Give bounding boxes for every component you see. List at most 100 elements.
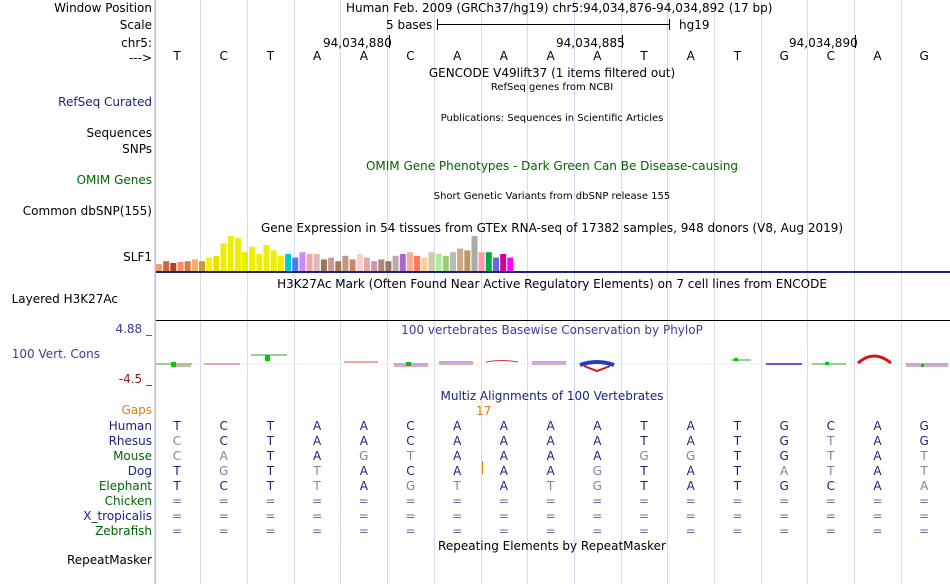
grid-line <box>574 0 575 584</box>
assembly-label: hg19 <box>679 18 710 32</box>
dog-gap-marker <box>482 461 483 474</box>
alignment-base: C <box>172 449 182 463</box>
alignment-base: = <box>405 524 416 538</box>
h3k27-label[interactable]: Layered H3K27Ac <box>11 292 118 306</box>
scale-label: Scale <box>119 18 152 32</box>
refseq-label[interactable]: RefSeq Curated <box>58 95 152 109</box>
alignment-base: = <box>358 509 369 523</box>
window-position-label: Window Position <box>54 1 152 15</box>
gtex-bar <box>270 250 277 272</box>
alignment-base: A <box>593 434 602 448</box>
alignment-base: = <box>732 524 743 538</box>
base: A <box>686 49 695 63</box>
alignment-base: C <box>826 419 835 433</box>
gtex-bar <box>263 245 270 272</box>
grid-line <box>154 0 155 584</box>
alignment-base: C <box>172 434 182 448</box>
gtex-bar <box>220 243 227 272</box>
alignment-base: A <box>453 464 462 478</box>
alignment-base: T <box>173 419 181 433</box>
strand-label: ---> <box>128 51 152 65</box>
alignment-base: = <box>685 509 696 523</box>
alignment-base: A <box>499 419 508 433</box>
phylop-glyph-13 <box>857 354 892 365</box>
alignment-base: A <box>686 479 695 493</box>
phylop-track[interactable] <box>156 345 950 380</box>
alignment-base: T <box>733 449 742 463</box>
alignment-base: = <box>919 494 930 508</box>
alignment-base: T <box>266 479 275 493</box>
grid-line <box>714 0 715 584</box>
alignment-base: = <box>498 509 509 523</box>
gtex-bar <box>170 263 177 272</box>
scale-bar <box>437 24 669 25</box>
alignment-base: T <box>827 464 835 478</box>
base: C <box>826 49 835 63</box>
phylop-glyph-14 <box>906 363 948 367</box>
alignment-base: = <box>779 494 790 508</box>
base: T <box>733 49 742 63</box>
label-separator <box>155 0 156 584</box>
alignment-base: A <box>546 464 555 478</box>
alignment-base: = <box>592 524 603 538</box>
phylop-title: 100 vertebrates Basewise Conservation by… <box>401 323 703 337</box>
alignment-base: A <box>686 419 695 433</box>
species-label: X_tropicalis <box>83 509 152 523</box>
alignment-base: A <box>453 419 462 433</box>
gtex-bar <box>442 255 449 272</box>
grid-line <box>434 0 435 584</box>
base: T <box>266 49 275 63</box>
gtex-bar <box>349 259 356 272</box>
gaps-label: Gaps <box>121 403 152 417</box>
gtex-bar <box>292 257 299 272</box>
alignment-base: C <box>406 419 415 433</box>
alignment-base: = <box>825 509 836 523</box>
alignment-base: A <box>359 479 368 493</box>
alignment-base: G <box>359 449 369 463</box>
alignment-base: T <box>173 464 181 478</box>
alignment-base: A <box>453 449 462 463</box>
alignment-base: G <box>592 464 602 478</box>
sequences-label[interactable]: Sequences <box>86 126 152 140</box>
alignment-base: C <box>219 434 228 448</box>
alignment-base: = <box>638 509 650 523</box>
phylop-max: 4.88 _ <box>115 322 152 336</box>
gtex-bar <box>485 252 492 272</box>
gtex-bar <box>213 255 220 272</box>
repeatmasker-title: Repeating Elements by RepeatMasker <box>438 539 666 553</box>
alignment-base: = <box>638 494 650 508</box>
alignment-base: C <box>406 434 415 448</box>
species-label: Dog <box>127 464 152 478</box>
alignment-base: = <box>872 509 883 523</box>
alignment-base: = <box>218 524 229 538</box>
omim-label[interactable]: OMIM Genes <box>76 173 152 187</box>
ruler-tick-3: 94,034,890 <box>789 36 858 50</box>
grid-line <box>527 0 528 584</box>
alignment-base: T <box>920 464 928 478</box>
alignment-base: A <box>312 449 322 463</box>
alignment-base: = <box>545 509 556 523</box>
grid-line <box>200 0 201 584</box>
gtex-bar <box>435 254 442 272</box>
alignment-base: = <box>405 509 416 523</box>
alignment-base: C <box>406 464 415 478</box>
gtex-bar-chart[interactable] <box>156 234 950 274</box>
refseq-title: RefSeq genes from NCBI <box>490 82 614 93</box>
phylop-label[interactable]: 100 Vert. Cons <box>11 347 100 361</box>
repeatmasker-label[interactable]: RepeatMasker <box>66 553 152 567</box>
gtex-label[interactable]: SLF1 <box>123 250 152 264</box>
alignment-base: = <box>265 509 276 523</box>
alignment-base: T <box>406 449 415 463</box>
gtex-bar <box>450 252 456 272</box>
gtex-bar <box>328 257 335 272</box>
alignment-base: A <box>873 479 882 493</box>
dbsnp-label[interactable]: Common dbSNP(155) <box>22 204 152 218</box>
alignment-base: G <box>919 419 929 433</box>
phylop-glyph-6 <box>439 361 473 365</box>
alignment-base: T <box>546 479 555 493</box>
gap-count: 17 <box>476 404 492 418</box>
grid-line <box>247 0 248 584</box>
gtex-bar <box>493 257 499 272</box>
alignment-base: T <box>733 479 742 493</box>
snps-label[interactable]: SNPs <box>122 142 152 156</box>
